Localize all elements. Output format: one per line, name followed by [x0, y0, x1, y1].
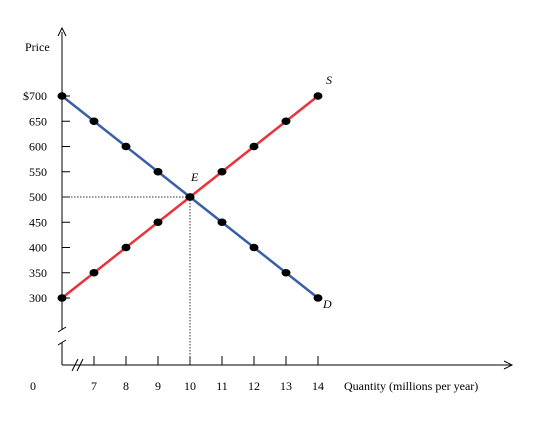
data-point-d — [249, 243, 259, 252]
y-tick-label: 300 — [29, 291, 47, 305]
x-tick-label: 8 — [123, 379, 129, 393]
y-tick-label: 350 — [29, 266, 47, 280]
data-point-s — [121, 243, 131, 252]
y-tick-label: 650 — [29, 114, 47, 128]
data-point-s — [281, 117, 291, 126]
x-tick-label: 11 — [216, 379, 228, 393]
data-point-d — [217, 218, 227, 227]
x-tick-label: 0 — [30, 379, 36, 393]
data-point-d — [57, 92, 67, 100]
data-point-s — [249, 142, 259, 151]
x-axis-break-mark — [71, 358, 84, 372]
axes — [57, 26, 514, 372]
data-point-d — [121, 142, 131, 151]
x-tick-label: 13 — [280, 379, 292, 393]
y-tick-label: $700 — [23, 89, 47, 103]
x-axis-arrow — [503, 360, 514, 370]
equilibrium-label: E — [190, 170, 199, 184]
y-axis-break-mark — [57, 326, 67, 333]
data-point-s — [217, 167, 227, 176]
y-tick-label: 400 — [29, 241, 47, 255]
y-tick-label: 550 — [29, 165, 47, 179]
data-point-d — [281, 268, 291, 277]
data-point-d — [313, 294, 323, 302]
y-tick-label: 450 — [29, 215, 47, 229]
y-axis-arrow — [57, 26, 67, 37]
demand-label: D — [322, 297, 332, 311]
x-tick-label: 10 — [184, 379, 196, 393]
x-tick-label: 14 — [312, 379, 324, 393]
data-point-s — [153, 218, 163, 227]
y-tick-label: 600 — [29, 140, 47, 154]
data-point-s — [89, 268, 99, 277]
data-point-s — [57, 294, 67, 302]
labels: Price Quantity (millions per year) S D E — [25, 40, 478, 393]
ticks: 300 350 400 450 500 550 600 650 $700 0 7 8 9 10 11 12 13… — [23, 89, 324, 393]
data-point-d — [153, 167, 163, 176]
y-axis-title: Price — [25, 40, 50, 54]
x-tick-label: 7 — [91, 379, 97, 393]
x-tick-label: 9 — [155, 379, 161, 393]
data-point-d — [185, 193, 195, 201]
x-axis-title: Quantity (millions per year) — [344, 379, 478, 393]
data-point-s — [313, 92, 323, 100]
y-tick-label: 500 — [29, 190, 47, 204]
equilibrium-guides — [62, 196, 191, 365]
supply-label: S — [326, 73, 332, 87]
x-tick-label: 12 — [248, 379, 260, 393]
curves — [57, 92, 323, 302]
data-point-d — [89, 117, 99, 126]
